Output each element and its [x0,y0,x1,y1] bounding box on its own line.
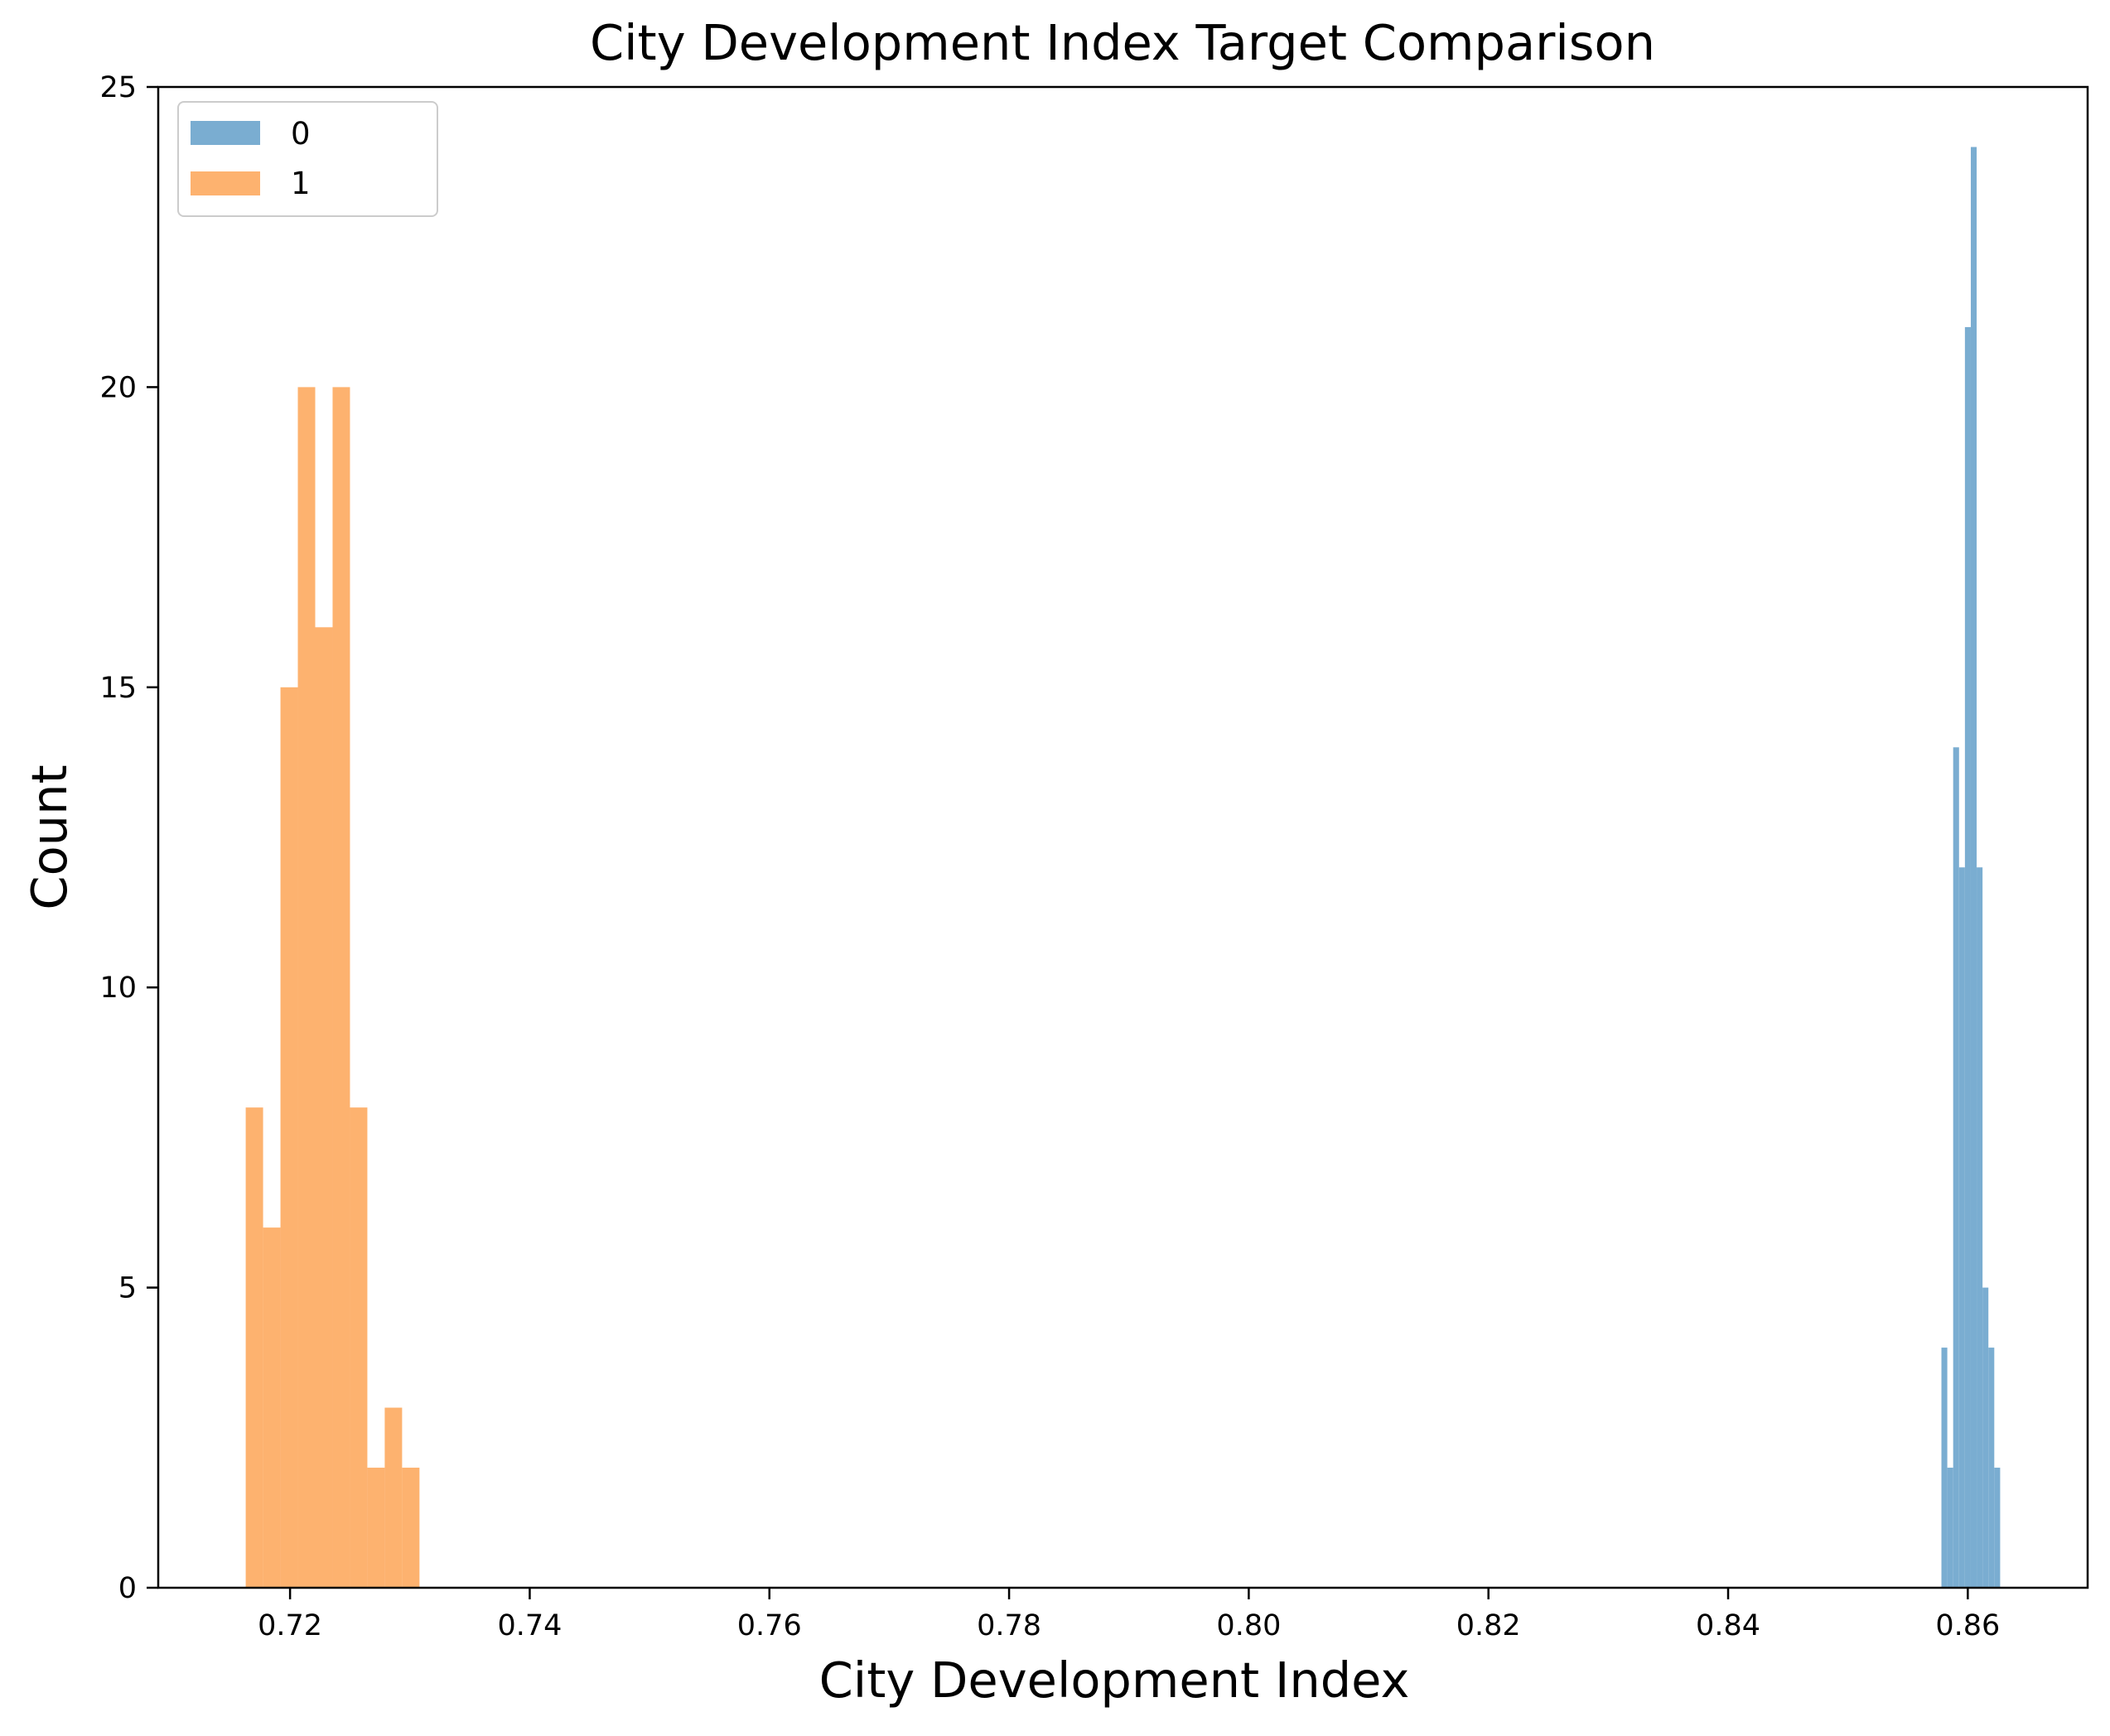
bar-series-1-bin-4 [315,627,333,1588]
y-axis-label: Count [21,764,78,909]
y-tick-label-2: 10 [99,972,137,1005]
y-tick-label-1: 5 [118,1272,137,1305]
bar-series-1-bin-8 [384,1407,403,1588]
x-tick-label-7: 0.86 [1935,1609,2000,1642]
bar-series-0-bin-1 [1947,1468,1953,1588]
x-axis: 0.72 0.74 0.76 0.78 0.80 0.82 0.84 0.86 [258,1588,2000,1642]
bar-series-1-bin-3 [297,387,316,1588]
x-axis-label: City Development Index [819,1652,1410,1709]
bar-series-1-bin-9 [402,1468,420,1588]
bar-series-1-bin-7 [367,1468,385,1588]
bar-series-1-bin-2 [280,687,298,1588]
bar-series-0-bin-7 [1982,1287,1989,1588]
bar-series-0-bin-2 [1953,747,1959,1588]
bar-series-0-bin-0 [1941,1348,1948,1588]
y-tick-label-3: 15 [99,672,137,705]
bar-series-1-bin-5 [332,387,350,1588]
x-tick-label-5: 0.82 [1456,1609,1521,1642]
x-tick-label-3: 0.78 [977,1609,1041,1642]
y-tick-label-5: 25 [99,71,137,104]
legend-swatch-0 [191,121,260,145]
bar-series-1-bin-0 [245,1107,263,1588]
bar-series-0-bin-9 [1994,1468,2001,1588]
bar-series-0-bin-5 [1970,147,1977,1589]
bar-series-1-bin-6 [350,1107,368,1588]
x-tick-label-1: 0.74 [497,1609,562,1642]
bar-series-0-bin-4 [1964,326,1971,1588]
chart-title: City Development Index Target Comparison [590,14,1655,71]
legend-label-1: 1 [291,166,311,201]
bar-series-1-bin-1 [263,1227,281,1588]
y-tick-label-0: 0 [118,1572,137,1605]
legend-label-0: 0 [291,116,311,152]
plot-frame [157,85,2089,1589]
legend-swatch-1 [191,171,260,195]
bar-series-0-bin-8 [1988,1348,1995,1588]
legend: 0 1 [177,101,438,217]
x-tick-label-4: 0.80 [1216,1609,1281,1642]
bar-series-0-bin-6 [1977,867,1983,1588]
bars-layer [245,147,2001,1589]
x-tick-label-6: 0.84 [1696,1609,1760,1642]
y-axis: 0 5 10 15 20 25 [99,71,158,1605]
y-tick-label-4: 20 [99,371,137,404]
x-tick-label-0: 0.72 [258,1609,322,1642]
bar-series-0-bin-3 [1958,867,1965,1588]
x-tick-label-2: 0.76 [737,1609,802,1642]
